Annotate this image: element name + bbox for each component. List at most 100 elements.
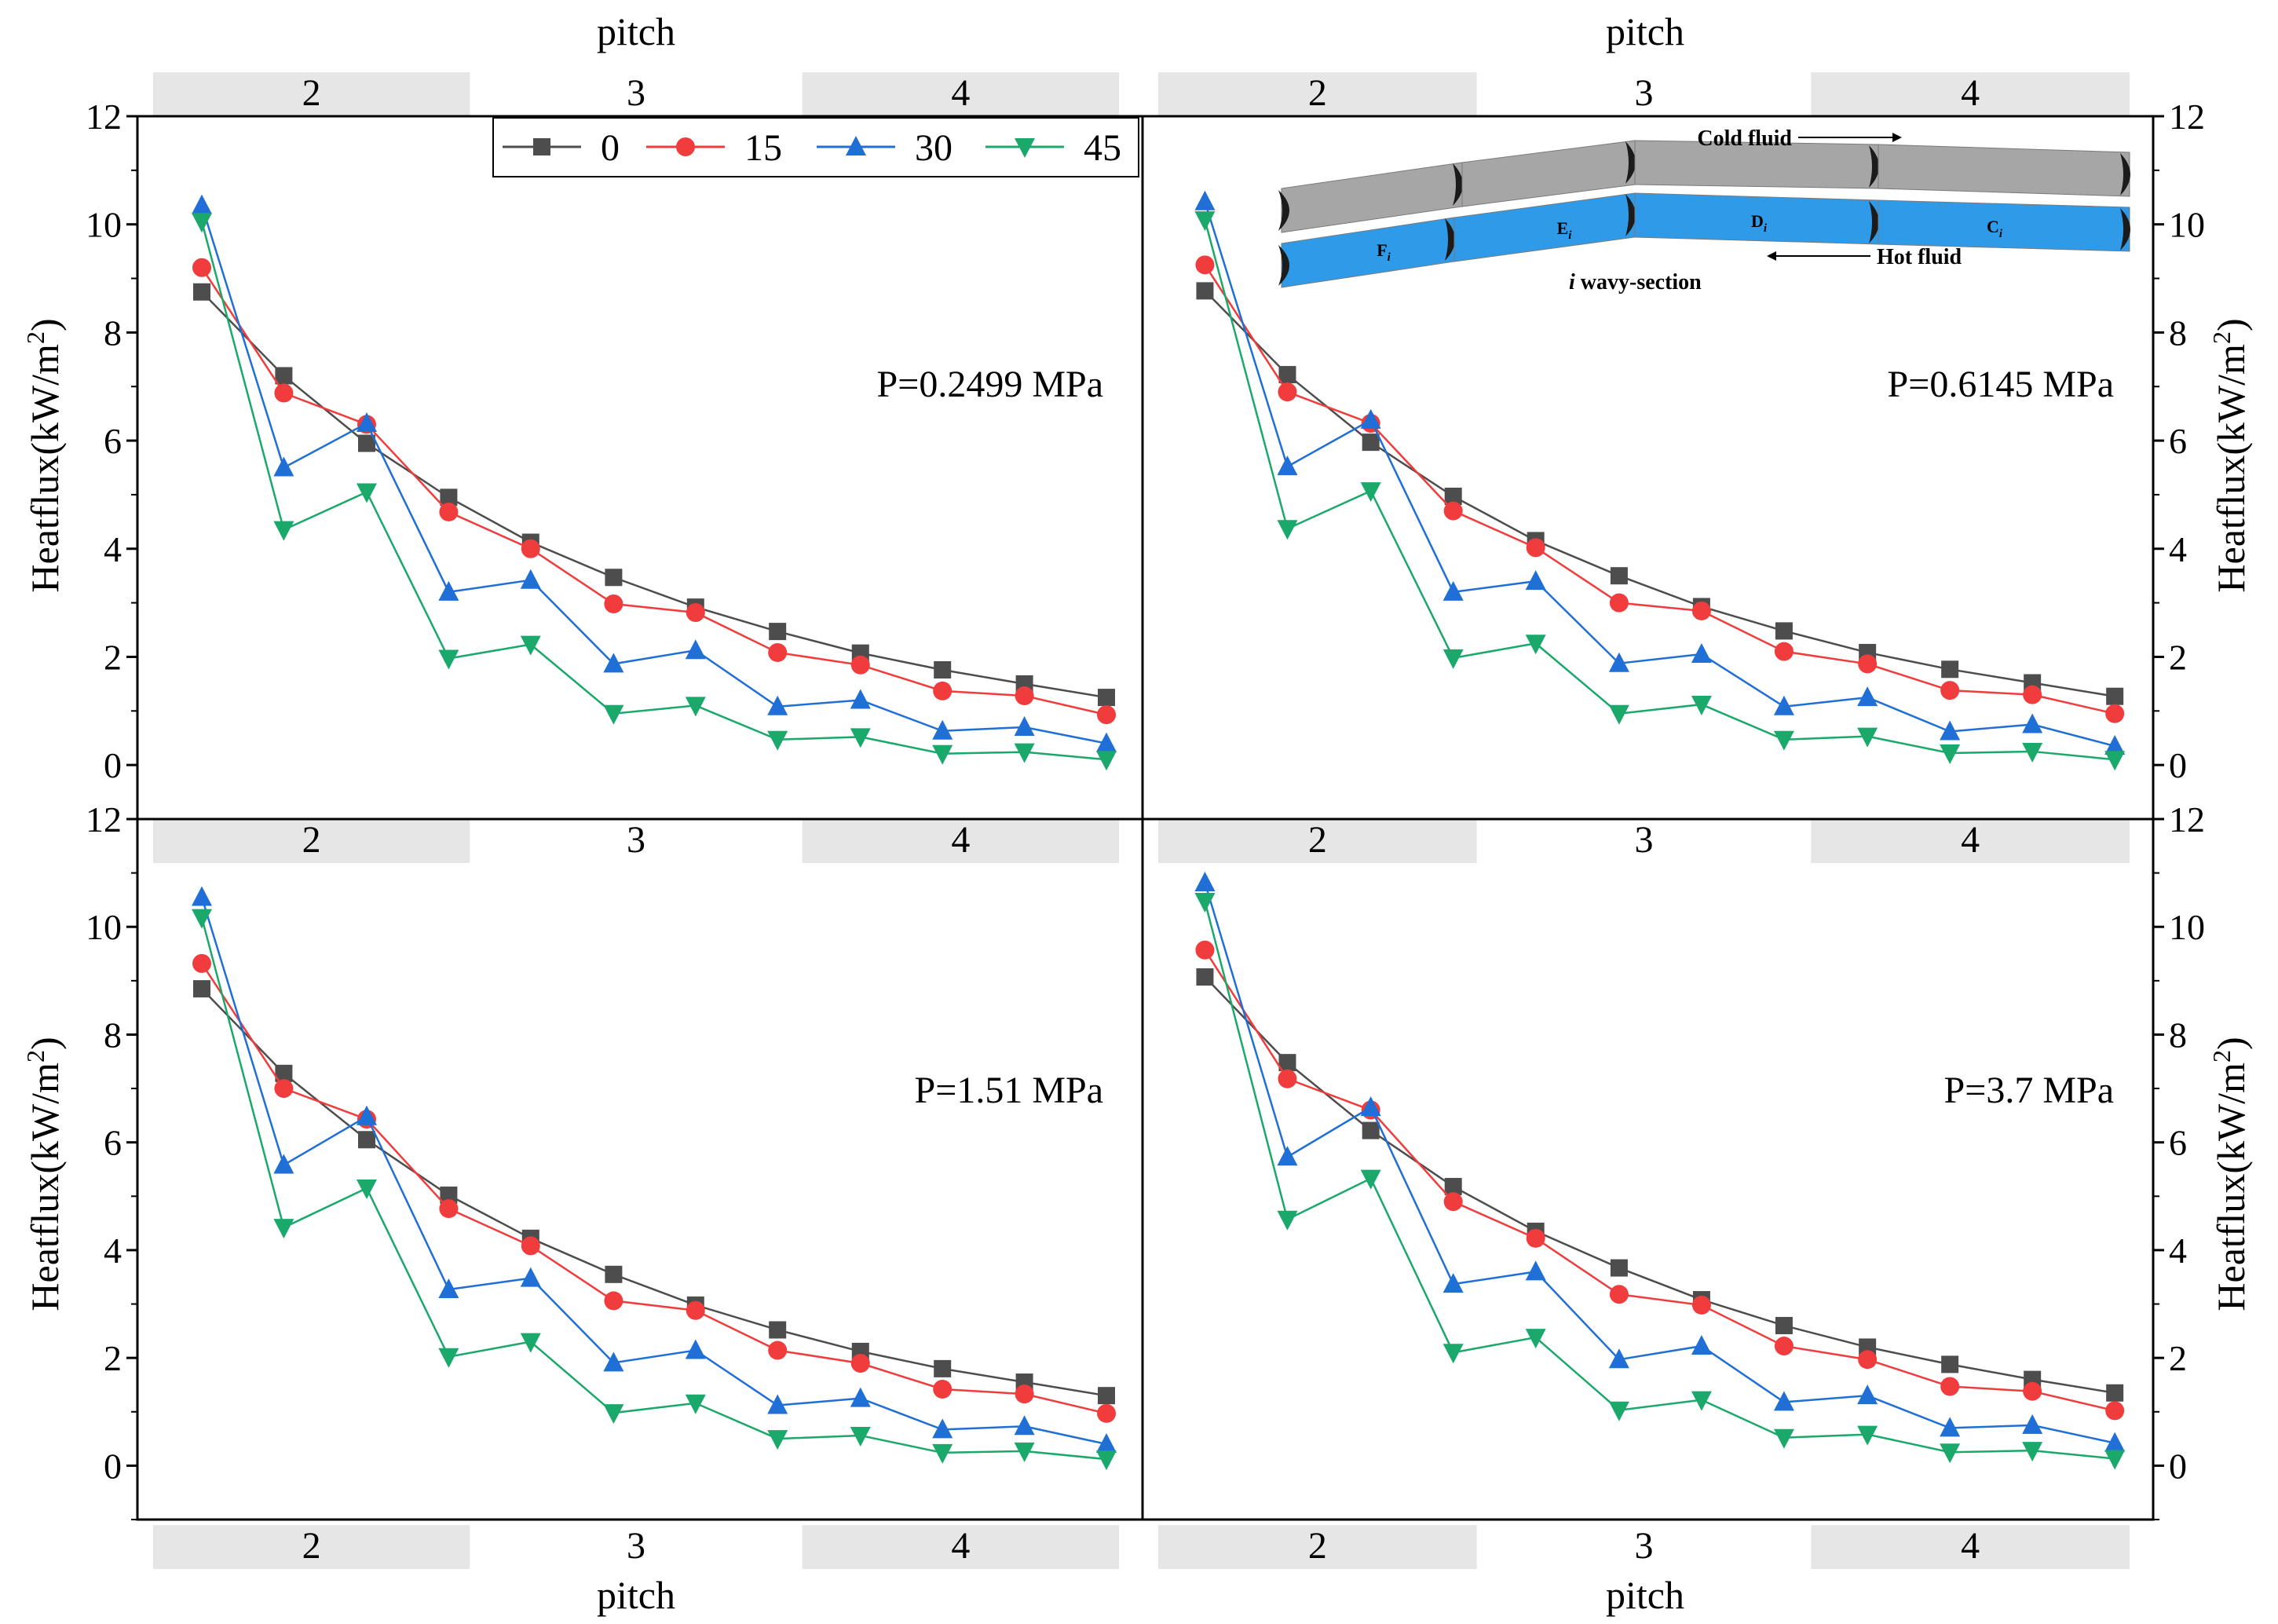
data-point-45 <box>1194 892 1216 913</box>
segment-letter: E <box>1557 218 1569 238</box>
data-point-45 <box>850 1426 871 1447</box>
wavy-section-text: wavy-section <box>1575 270 1702 294</box>
y-axis-label-text: Heatflux(kW/m <box>2209 1063 2253 1311</box>
pitch-band-2 <box>153 72 470 116</box>
y-tick-label: 6 <box>104 1123 122 1163</box>
series-0 <box>1196 968 2124 1402</box>
data-point-30 <box>1277 455 1298 476</box>
series-line-0 <box>201 988 1107 1397</box>
data-point-30 <box>932 1418 953 1439</box>
y-tick-label: 10 <box>86 907 122 947</box>
pitch-band-bottom-label: 3 <box>627 1525 645 1567</box>
top-axis-title-left: pitch <box>597 9 675 53</box>
data-point-30 <box>850 689 871 709</box>
data-point-0 <box>358 434 375 452</box>
series-45 <box>1194 211 2126 771</box>
data-point-45 <box>1691 1391 1712 1411</box>
y-axis-label-sup: 2 <box>21 1050 49 1063</box>
data-point-30 <box>273 1154 294 1174</box>
data-point-45 <box>1096 751 1117 771</box>
y-tick-label: 12 <box>2169 97 2205 137</box>
data-point-0 <box>1196 282 1214 300</box>
data-point-30 <box>932 719 953 740</box>
y-tick-label: 4 <box>104 1231 122 1271</box>
data-point-15 <box>521 539 540 558</box>
legend: 0 15 30 45 <box>492 117 1139 177</box>
pitch-band-label: 4 <box>951 819 970 861</box>
series-line-45 <box>200 221 1107 761</box>
data-point-15 <box>439 502 459 521</box>
legend-marker-30 <box>846 136 866 155</box>
pitch-band-layer: 2 3 4 2 3 4 2 3 4 2 3 4 2 3 4 2 3 4 <box>153 72 2130 1569</box>
data-point-15 <box>1015 1384 1034 1404</box>
series-30 <box>1194 871 2126 1452</box>
series-0 <box>193 283 1115 707</box>
data-point-30 <box>685 639 706 660</box>
data-point-30 <box>603 653 624 673</box>
data-point-45 <box>1940 1443 1961 1464</box>
pitch-band-label: 2 <box>302 819 321 861</box>
pitch-band-4 <box>1811 819 2130 863</box>
data-point-15 <box>933 1379 953 1399</box>
data-point-0 <box>1941 1355 1959 1373</box>
data-point-45 <box>1442 649 1464 669</box>
data-point-45 <box>192 909 212 929</box>
data-point-0 <box>769 1321 787 1339</box>
pitch-band-bottom-2 <box>1158 1525 1477 1569</box>
data-point-30 <box>1194 190 1216 210</box>
tube-end <box>1278 245 1289 286</box>
data-point-30 <box>192 194 212 214</box>
data-point-15 <box>1691 601 1711 620</box>
data-point-0 <box>440 488 458 507</box>
y-tick-label: 2 <box>2169 637 2187 677</box>
y-axis-label-bottom-left: Heatflux(kW/m2) <box>21 1037 67 1311</box>
data-point-0 <box>193 980 210 998</box>
data-point-15 <box>1940 1377 1960 1396</box>
data-point-15 <box>274 383 294 403</box>
data-point-30 <box>438 580 459 601</box>
data-point-30 <box>1857 1384 1878 1405</box>
pitch-band-4 <box>802 72 1119 116</box>
data-point-15 <box>192 258 211 277</box>
y-tick-label: 0 <box>2169 745 2187 785</box>
data-point-0 <box>1098 689 1115 707</box>
data-point-0 <box>1278 1054 1296 1072</box>
y-axis-label-top-right: Heatflux(kW/m2) <box>2207 318 2253 592</box>
data-point-30 <box>767 695 788 715</box>
cold-arrow-head <box>1892 133 1902 142</box>
segment-label-F: Fi <box>1377 240 1391 264</box>
segment-subscript: i <box>1999 228 2003 240</box>
data-point-30 <box>438 1278 459 1299</box>
data-point-45 <box>767 1430 788 1450</box>
data-point-15 <box>1858 654 1878 674</box>
data-point-0 <box>358 1131 375 1149</box>
data-point-45 <box>357 1180 377 1200</box>
pressure-annotation: P=1.51 MPa <box>915 1070 1103 1111</box>
data-point-15 <box>1774 642 1794 661</box>
data-point-0 <box>1444 1177 1462 1195</box>
data-point-0 <box>1610 567 1628 585</box>
segment-subscript: i <box>1388 251 1391 264</box>
data-point-30 <box>1608 652 1629 672</box>
y-tick-label: 0 <box>104 745 122 785</box>
cold-tube <box>1278 140 2130 233</box>
series-45 <box>192 213 1117 771</box>
data-point-45 <box>1608 704 1629 725</box>
data-point-0 <box>605 569 623 587</box>
data-point-15 <box>1015 686 1034 706</box>
data-point-15 <box>1443 1192 1463 1212</box>
pressure-annotation: P=0.2499 MPa <box>877 364 1103 405</box>
data-point-45 <box>357 483 377 503</box>
data-point-15 <box>192 953 211 973</box>
data-point-45 <box>2104 751 2126 771</box>
series-line-30 <box>200 205 1107 744</box>
hot-tube <box>1278 192 2130 288</box>
pressure-annotation: P=3.7 MPa <box>1944 1070 2114 1111</box>
data-point-30 <box>2104 1432 2126 1452</box>
series-line-45 <box>1204 219 2115 761</box>
data-point-45 <box>273 521 294 541</box>
data-point-45 <box>520 1333 541 1353</box>
data-point-45 <box>932 744 953 765</box>
